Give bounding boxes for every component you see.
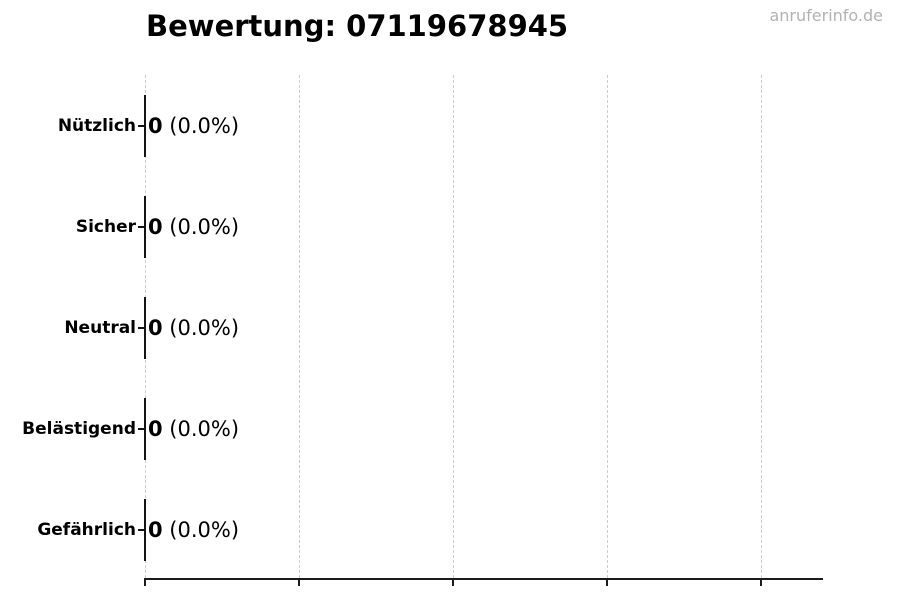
value-count: 0 [148,518,163,542]
y-axis-tick [138,327,145,329]
value-count: 0 [148,316,163,340]
y-axis-tick [138,529,145,531]
value-percentage: (0.0%) [162,518,240,542]
value-percentage: (0.0%) [162,316,240,340]
x-axis-tick [298,578,300,586]
value-label: 0 (0.0%) [148,213,239,241]
watermark-text: anruferinfo.de [769,6,883,25]
bar-zero-width [144,196,146,258]
x-gridline [453,75,454,578]
value-percentage: (0.0%) [162,417,240,441]
bar-zero-width [144,499,146,561]
y-axis-tick [138,226,145,228]
value-percentage: (0.0%) [162,114,240,138]
y-axis-tick [138,428,145,430]
chart-title: Bewertung: 07119678945 [146,9,569,43]
x-gridline [761,75,762,578]
value-label: 0 (0.0%) [148,112,239,140]
value-count: 0 [148,114,163,138]
x-axis-tick [144,578,146,586]
x-gridline [299,75,300,578]
value-label: 0 (0.0%) [148,314,239,342]
bar-zero-width [144,297,146,359]
x-axis-tick [606,578,608,586]
x-axis-tick [452,578,454,586]
category-label: Neutral [64,318,136,338]
value-label: 0 (0.0%) [148,415,239,443]
value-count: 0 [148,215,163,239]
y-axis-tick [138,125,145,127]
value-label: 0 (0.0%) [148,516,239,544]
category-label: Belästigend [22,419,136,439]
category-label: Gefährlich [37,520,136,540]
value-count: 0 [148,417,163,441]
x-axis-tick [760,578,762,586]
value-percentage: (0.0%) [162,215,240,239]
bar-zero-width [144,95,146,157]
x-gridline [607,75,608,578]
category-label: Sicher [75,217,136,237]
bar-zero-width [144,398,146,460]
plot-area: Nützlich 0 (0.0%) Sicher 0 (0.0%) Neutral 0 (… [22,75,823,586]
category-label: Nützlich [57,116,136,136]
